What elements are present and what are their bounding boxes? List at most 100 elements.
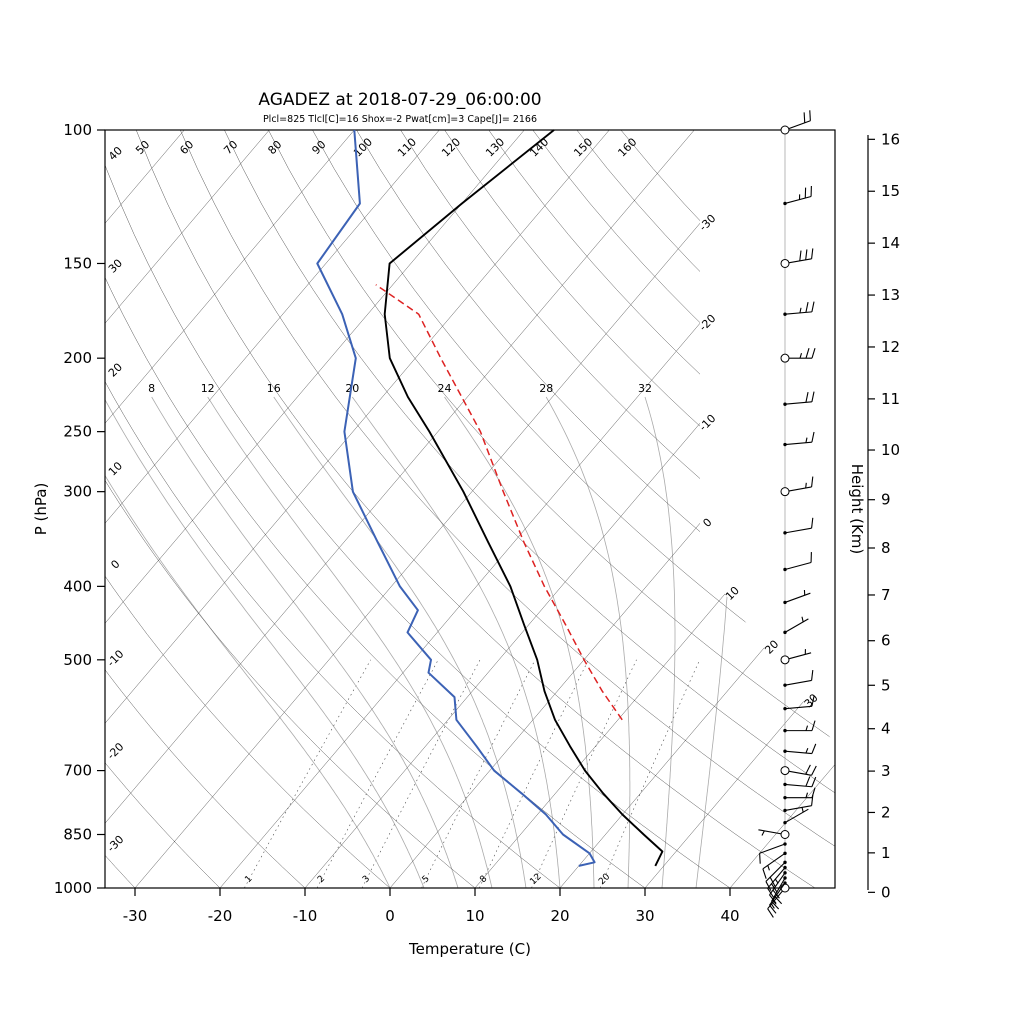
temperature-tick-label: 10	[465, 907, 484, 925]
mixing-ratio-label: 20	[597, 872, 612, 887]
dry-adiabat-line	[105, 130, 731, 888]
temperature-tick-label: -10	[293, 907, 318, 925]
dry-adiabat-line	[105, 130, 391, 888]
temperature-tick-label: -20	[208, 907, 233, 925]
moist-adiabat-label: 24	[437, 382, 451, 395]
height-tick-label: 12	[881, 338, 900, 356]
height-axis-title: Height (Km)	[848, 464, 866, 555]
pressure-tick-label: 1000	[54, 879, 92, 897]
height-tick-label: 2	[881, 803, 891, 821]
dry-adiabat-label: 90	[309, 138, 328, 157]
dry-adiabat-label: 160	[615, 136, 639, 160]
wind-barb-half-feather	[771, 903, 775, 909]
wind-barb-staff	[758, 829, 786, 836]
dry-adiabat-label: 70	[221, 138, 240, 157]
plot-border	[104, 129, 836, 889]
wind-barb-half-feather	[761, 830, 765, 836]
pressure-tick-label: 500	[63, 651, 92, 669]
temperature-tick-label: 30	[635, 907, 654, 925]
moist-adiabat-line	[695, 396, 733, 888]
moist-adiabat-line	[545, 396, 631, 888]
wind-level-dot	[783, 728, 787, 733]
dry-adiabat-line	[532, 130, 835, 888]
wind-barb-half-feather	[767, 865, 770, 871]
wind-barb-feather	[811, 787, 816, 798]
pressure-axis-title: P (hPa)	[32, 483, 50, 536]
wind-barb-feather	[811, 348, 816, 359]
wind-level-dot	[783, 795, 787, 800]
dry-adiabat-label: -30	[105, 833, 127, 855]
wind-barb-feather	[811, 765, 817, 776]
pressure-tick-label: 850	[63, 825, 92, 843]
moist-adiabat-label: 16	[267, 382, 281, 395]
wind-barb-feather	[811, 743, 817, 754]
wind-barb-feather	[811, 248, 814, 259]
wind-barb-feather	[799, 250, 802, 261]
isotherm-labels: -30 -20 -10 0 10 20 30	[697, 212, 821, 711]
moist-adiabat-line	[273, 396, 527, 888]
height-tick-label: 8	[881, 539, 891, 557]
height-tick-label: 0	[881, 883, 891, 901]
height-tick-label: 15	[881, 182, 900, 200]
isotherm-line	[105, 130, 525, 888]
pressure-tick-label: 400	[63, 577, 92, 595]
wind-barb-half-feather	[772, 899, 777, 905]
wind-level-dot	[783, 201, 787, 206]
wind-barb-staff	[784, 258, 812, 265]
wind-level-dot	[783, 860, 787, 865]
pressure-tick-label: 200	[63, 349, 92, 367]
parcel-trace	[375, 284, 623, 721]
wind-barb-feather	[771, 883, 778, 893]
isotherm-line	[729, 130, 835, 888]
wind-barb-staff	[759, 843, 786, 854]
dry-adiabat-label: 60	[177, 138, 196, 157]
dry-adiabat-line	[224, 130, 835, 888]
mixing-ratio-line	[316, 659, 439, 888]
pressure-axis: 100 150 200 250 300 400 500 700 850 1000	[54, 121, 105, 897]
height-tick-label: 6	[881, 632, 891, 650]
isotherm-line	[105, 130, 270, 888]
wind-barb-staff	[767, 867, 786, 889]
temperature-tick-label: -30	[123, 907, 148, 925]
wind-barb-staff	[784, 561, 812, 571]
dry-adiabat-label: -10	[105, 647, 127, 669]
height-tick-label: 4	[881, 720, 891, 738]
dry-adiabat-label: 120	[439, 136, 463, 160]
moist-adiabat-line	[151, 396, 459, 888]
moist-adiabat-label: 12	[201, 382, 215, 395]
mixing-ratio-line	[361, 659, 481, 888]
temperature-axis-title: Temperature (C)	[408, 940, 531, 958]
dry-adiabat-line	[105, 130, 306, 888]
wind-barb-half-feather	[805, 437, 808, 443]
wind-barb-feather	[811, 695, 815, 707]
wind-barb-staff	[784, 750, 812, 755]
wind-barb-feather	[769, 894, 777, 904]
isotherm-label: 10	[723, 584, 742, 603]
wind-barb-feather	[774, 895, 783, 905]
wind-barb-feather	[762, 868, 767, 879]
dry-adiabat-line	[488, 130, 835, 888]
isotherm-line	[105, 130, 610, 888]
wind-barb-feather	[767, 888, 774, 898]
wind-barb-staff	[769, 872, 786, 896]
wind-level-circle	[780, 353, 790, 363]
moist-adiabat-labels: 8 12 16 20 24 28 32	[148, 382, 652, 395]
isotherm-line	[105, 130, 355, 888]
wind-barb-staff	[784, 195, 812, 204]
wind-barb-feather	[811, 391, 815, 402]
mixing-ratio-label: 5	[421, 874, 432, 885]
wind-barb-half-feather	[801, 616, 804, 622]
wind-barb-feather	[805, 302, 809, 313]
isotherm-line	[105, 130, 695, 888]
wind-level-dot	[783, 865, 787, 870]
wind-barb-feather	[765, 881, 772, 891]
wind-level-dot	[783, 871, 787, 875]
isotherm-label: -10	[697, 412, 719, 434]
height-tick-label: 7	[881, 586, 891, 604]
wind-barb-feather	[811, 720, 816, 731]
dry-adiabat-line	[444, 130, 835, 888]
wind-barb-feather	[811, 776, 817, 787]
wind-barb-staff	[784, 705, 812, 710]
wind-barb-staff	[784, 486, 812, 493]
chart-subtitle: Plcl=825 Tlcl[C]=16 Shox=-2 Pwat[cm]=3 C…	[263, 114, 537, 125]
